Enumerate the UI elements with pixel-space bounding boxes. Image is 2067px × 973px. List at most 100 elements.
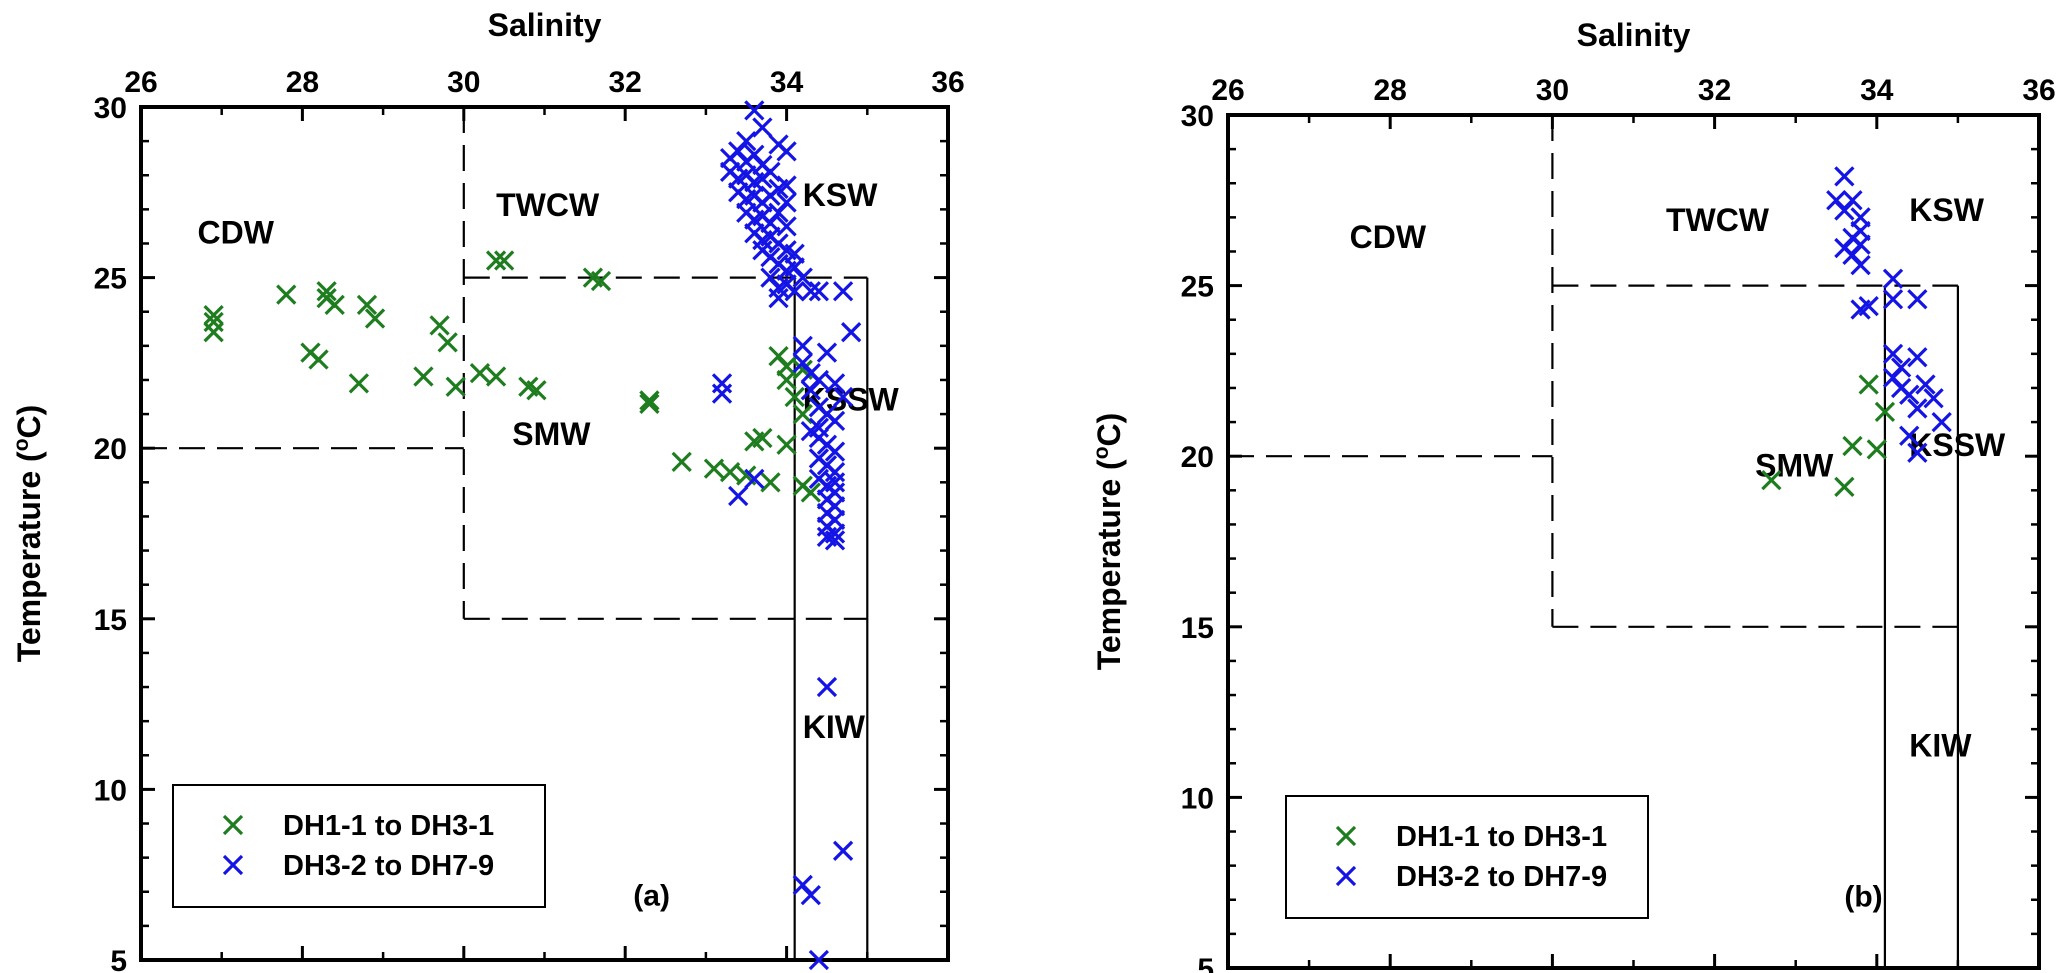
data-point-stroke <box>1923 388 1944 409</box>
data-point-stroke <box>824 441 846 462</box>
series-green <box>203 250 821 503</box>
data-point-stroke <box>1842 190 1863 211</box>
data-point <box>792 267 813 288</box>
data-point-stroke <box>518 376 539 397</box>
data-point-stroke <box>832 386 854 408</box>
data-point <box>356 294 378 316</box>
x-tick-label: 34 <box>770 66 804 99</box>
data-point-stroke <box>792 352 813 374</box>
data-point-stroke <box>485 250 507 271</box>
data-point <box>744 100 765 121</box>
legend-label: DH3-2 to DH7-9 <box>1396 861 1607 893</box>
data-point <box>808 417 830 438</box>
data-point-stroke <box>582 267 604 288</box>
y-tick-label: 15 <box>94 604 127 637</box>
data-point <box>276 284 297 305</box>
y-tick-label: 15 <box>1181 612 1214 645</box>
legend: DH1-1 to DH3-1 DH3-2 to DH7-9 <box>172 784 546 908</box>
data-point <box>776 141 797 162</box>
data-point-stroke <box>792 267 813 288</box>
y-tick-label: 20 <box>94 433 127 466</box>
data-point <box>203 305 224 326</box>
data-point-stroke <box>736 465 757 486</box>
x-tick-label: 32 <box>1698 74 1731 107</box>
data-point-stroke <box>1882 343 1904 364</box>
data-point-stroke <box>1826 190 1847 211</box>
data-point <box>711 373 733 394</box>
data-point <box>590 270 612 292</box>
data-point <box>760 472 781 493</box>
data-point <box>1842 190 1863 211</box>
data-point <box>800 885 821 906</box>
data-point <box>1907 289 1928 310</box>
series-blue <box>1826 166 1952 463</box>
data-point <box>1923 388 1944 409</box>
x-tick-label: 34 <box>1860 74 1894 107</box>
data-point-stroke <box>703 458 725 479</box>
x-tick-label: 30 <box>1536 74 1569 107</box>
series-blue <box>711 100 862 971</box>
series-green <box>1761 374 1896 498</box>
data-point-stroke <box>1874 401 1896 422</box>
x-tick-label: 36 <box>2022 74 2055 107</box>
x-tick-label: 28 <box>1374 74 1407 107</box>
data-point-stroke <box>1899 425 1920 446</box>
data-point <box>324 294 345 316</box>
region-label-twcw: TWCW <box>1666 202 1770 238</box>
data-point-stroke <box>832 281 854 302</box>
data-point <box>752 427 773 449</box>
data-point <box>768 287 789 309</box>
data-point <box>1899 384 1920 405</box>
data-point <box>832 386 854 408</box>
data-point <box>832 281 854 302</box>
data-point-stroke <box>1882 367 1904 388</box>
data-point-stroke <box>728 485 749 507</box>
data-point-stroke <box>308 349 329 370</box>
data-point-stroke <box>800 281 821 302</box>
x-axis-title: Salinity <box>1577 17 1691 53</box>
region-label-smw: SMW <box>512 416 591 452</box>
x-tick-label: 36 <box>931 66 964 99</box>
x-axis-title: Salinity <box>488 7 602 43</box>
data-point-stroke <box>760 161 781 182</box>
data-point <box>719 461 741 483</box>
legend-item: DH3-2 to DH7-9 <box>222 850 494 882</box>
data-point <box>744 468 765 490</box>
y-axis-title-text: Temperature ( <box>1091 459 1127 670</box>
data-point <box>816 342 838 363</box>
data-point <box>1874 401 1896 422</box>
data-point-stroke <box>784 257 805 278</box>
x-tick-label: 26 <box>124 66 157 99</box>
data-point-stroke <box>752 427 773 449</box>
x-tick-label: 28 <box>286 66 319 99</box>
data-point <box>445 376 466 397</box>
data-point-stroke <box>808 281 830 302</box>
y-tick-label: 10 <box>1181 782 1214 815</box>
data-point-stroke <box>760 267 781 288</box>
legend-item: DH3-2 to DH7-9 <box>1335 861 1607 893</box>
x-tick-label: 32 <box>609 66 642 99</box>
data-point <box>816 526 838 548</box>
data-point <box>776 434 797 455</box>
data-point <box>1907 398 1928 419</box>
data-point-stroke <box>816 676 838 698</box>
data-point-stroke <box>1850 299 1871 320</box>
data-point-stroke <box>800 885 821 906</box>
region-label-smw: SMW <box>1755 448 1834 484</box>
data-point-stroke <box>719 461 741 483</box>
data-point-stroke <box>824 472 846 493</box>
data-point-stroke <box>1915 374 1936 395</box>
data-point <box>792 335 813 356</box>
data-point <box>364 308 386 329</box>
data-point <box>308 349 329 370</box>
data-point <box>1907 347 1928 368</box>
y-axis-title-unit: C) <box>1091 413 1127 447</box>
data-point-stroke <box>768 178 789 200</box>
x-tick-label: 26 <box>1211 74 1244 107</box>
data-point-stroke <box>824 410 846 432</box>
data-point-stroke <box>1842 435 1863 457</box>
region-label-kiw: KIW <box>1909 727 1972 763</box>
data-point <box>1834 476 1855 498</box>
data-point <box>1882 289 1904 310</box>
